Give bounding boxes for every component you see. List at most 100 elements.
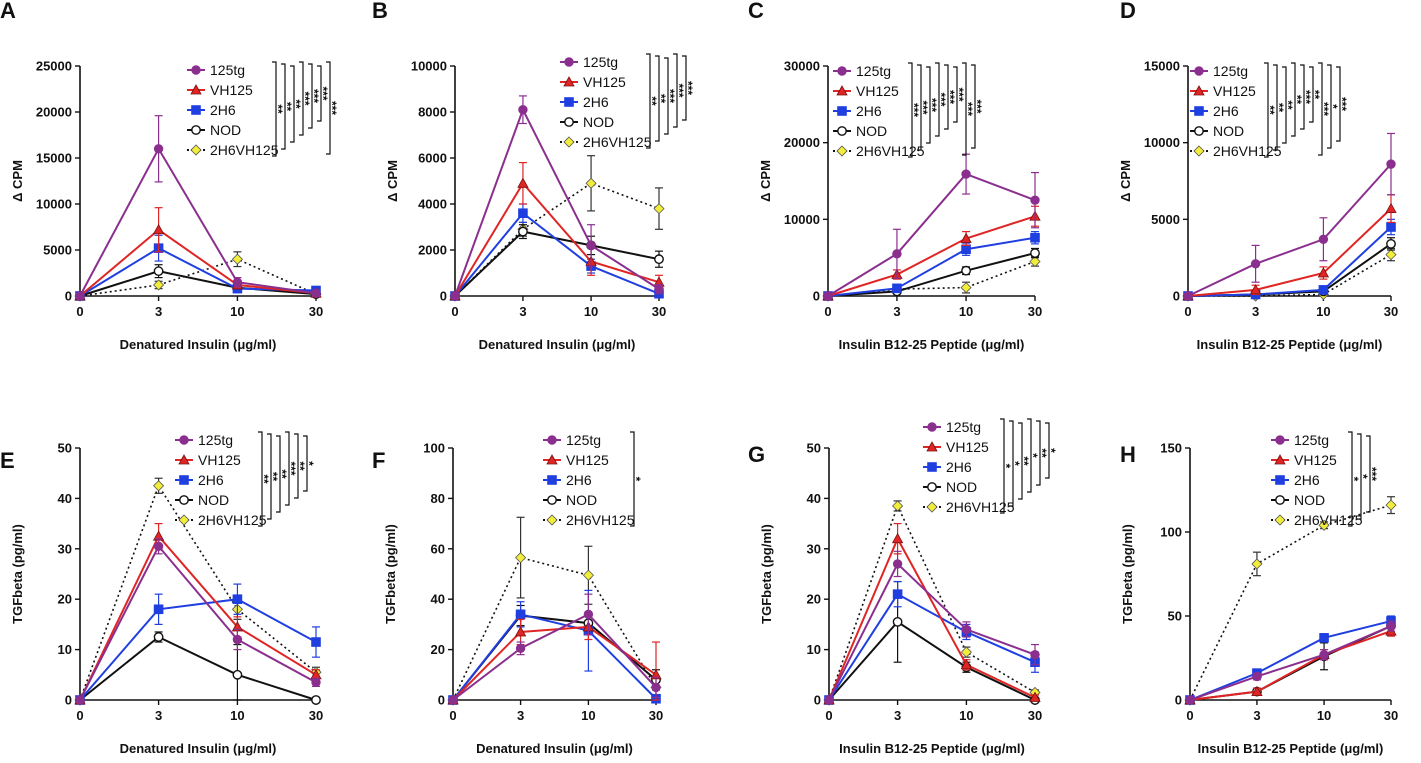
data-point [961,169,971,179]
significance-bracket [664,57,669,135]
panel-letter: A [0,0,16,23]
panel-letter: F [372,448,385,473]
legend-marker [926,501,938,513]
data-point [1385,499,1397,511]
series-line [454,182,660,297]
x-tick-label: 10 [959,708,973,723]
significance-label: *** [298,91,312,105]
y-axis-title: Δ CPM [10,160,25,202]
x-tick-label: 30 [309,708,323,723]
series-line [79,270,317,297]
data-point [653,203,665,215]
data-point [1318,519,1330,531]
data-point [311,677,321,688]
significance-label: * [1026,453,1040,458]
significance-bracket [908,62,913,158]
data-point [1386,159,1396,169]
y-tick-label: 0 [1173,289,1180,304]
significance-label: *** [907,103,921,117]
y-tick-label: 50 [1168,609,1182,624]
x-tick-label: 30 [1028,708,1042,723]
data-point [1250,259,1261,269]
significance-bracket [267,433,272,520]
series-line [452,614,657,701]
significance-bracket [926,66,931,144]
series-2H6VH125 [447,516,662,706]
data-point [75,695,85,705]
series-line [1189,630,1392,701]
significance-bracket [1045,422,1050,479]
series-NOD [75,631,321,705]
significance-brackets: ****************** [271,61,339,157]
series-line [79,534,317,701]
panel-letter: B [372,0,388,23]
x-tick-label: 3 [155,304,162,319]
series-line [1189,504,1392,701]
y-tick-label: 50 [807,441,821,456]
y-tick-label: 30000 [784,59,820,74]
panel-letter: G [748,442,765,467]
x-tick-label: 30 [1028,304,1042,319]
y-tick-label: 2000 [418,243,447,258]
data-point [823,291,833,301]
data-point [450,291,460,301]
significance-brackets: ***** [1347,431,1379,527]
legend-label: 125tg [198,432,233,448]
significance-bracket [285,431,290,506]
significance-label: *** [1299,90,1313,104]
legend-label: 125tg [566,432,601,448]
significance-bracket [944,64,949,130]
panel-letter: C [748,0,764,23]
significance-label: ** [1263,105,1277,115]
series-line [452,613,657,701]
legend: 125tg VH125 2H6 NOD 2H6VH125 [187,62,279,158]
significance-label: *** [307,89,321,103]
x-tick-label: 10 [1317,708,1331,723]
legend-label: VH125 [856,83,899,99]
series-line [454,181,660,297]
x-axis-title: Denatured Insulin (μg/ml) [476,741,633,756]
data-point [1249,284,1262,295]
data-point [518,208,528,218]
significance-label: ** [275,469,289,479]
series-125tg [1183,132,1396,301]
x-tick-label: 0 [451,304,458,319]
x-axis-title: Insulin B12-25 Peptide (μg/ml) [839,741,1025,756]
series-125tg [75,115,321,301]
significance-label: *** [663,89,677,103]
x-tick-label: 10 [230,708,244,723]
data-point [518,226,528,237]
significance-bracket [1357,433,1362,520]
significance-label: * [1326,104,1340,109]
panel-C: C 0 10000 20000 30000 0 3 10 30 Insulin B12-25 Pe… [748,0,1042,352]
data-point [1318,285,1329,295]
significance-bracket [682,55,687,121]
x-tick-label: 10 [1316,304,1330,319]
legend-label: 125tg [583,54,618,70]
x-axis-title: Insulin B12-25 Peptide (μg/ml) [1197,337,1383,352]
series-2H6 [75,583,321,705]
panel-B: B 0 2000 4000 6000 8000 10000 0 3 10 30 Denatured I… [372,0,695,352]
legend-label: 2H6 [566,472,592,488]
legend-marker [564,117,574,127]
y-tick-label: 15000 [36,151,72,166]
legend-label: VH125 [1213,83,1256,99]
data-point [1183,291,1193,301]
significance-label: *** [1365,467,1379,481]
y-tick-label: 4000 [418,197,447,212]
series-125tg [823,153,1040,301]
data-point [153,632,164,642]
series-line [1187,207,1392,297]
legend-marker [190,84,202,95]
series-line [1187,226,1392,297]
x-tick-label: 0 [76,304,83,319]
significance-label: ** [280,102,294,112]
y-axis-title: TGFbeta (pg/ml) [1120,524,1135,624]
y-tick-label: 10000 [36,197,72,212]
significance-label: *** [934,92,948,106]
significance-label: *** [1335,97,1349,111]
data-point [586,240,596,251]
legend-label: 2H6 [946,459,972,475]
legend-label: NOD [566,492,597,508]
data-point [961,244,971,255]
